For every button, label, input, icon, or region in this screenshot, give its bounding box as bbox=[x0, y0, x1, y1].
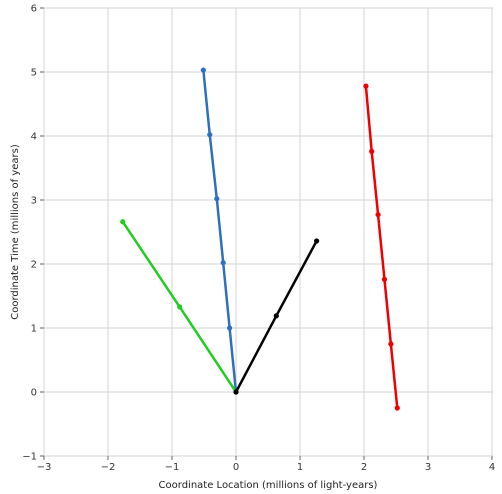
data-point bbox=[388, 341, 394, 347]
y-axis-title: Coordinate Time (millions of years) bbox=[10, 144, 21, 320]
data-point bbox=[375, 212, 381, 218]
y-tick-label: −1 bbox=[22, 452, 37, 463]
data-point bbox=[363, 83, 369, 89]
data-point bbox=[200, 67, 206, 73]
y-tick-label: 1 bbox=[31, 324, 37, 335]
data-point bbox=[273, 313, 279, 319]
data-point bbox=[214, 196, 220, 202]
x-tick-label: −3 bbox=[37, 462, 52, 473]
data-point bbox=[177, 304, 183, 310]
x-tick-label: −1 bbox=[165, 462, 180, 473]
y-tick-label: 3 bbox=[31, 196, 37, 207]
data-point bbox=[220, 260, 226, 266]
series-line bbox=[364, 85, 399, 409]
y-tick-label: 4 bbox=[31, 132, 37, 143]
y-tick-label: 2 bbox=[31, 260, 37, 271]
series-4 bbox=[363, 83, 400, 411]
data-point bbox=[381, 276, 388, 282]
x-tick-label: −2 bbox=[101, 462, 116, 473]
series-line bbox=[202, 69, 238, 393]
plot-area bbox=[43, 7, 493, 457]
x-axis-title: Coordinate Location (millions of light-y… bbox=[159, 480, 378, 491]
x-tick-label: 1 bbox=[297, 462, 303, 473]
data-point bbox=[369, 148, 375, 154]
x-tick-label: 4 bbox=[489, 462, 495, 473]
x-tick-label: 3 bbox=[425, 462, 431, 473]
data-point bbox=[394, 405, 400, 411]
grid bbox=[43, 7, 493, 457]
y-tick-label: 0 bbox=[31, 388, 37, 399]
x-tick-label: 0 bbox=[233, 462, 239, 473]
series-group bbox=[120, 67, 400, 411]
y-tick-label: 6 bbox=[31, 4, 37, 15]
data-point bbox=[233, 389, 239, 395]
series-3 bbox=[233, 238, 320, 395]
y-tick-label: 5 bbox=[31, 68, 37, 79]
data-point bbox=[314, 238, 320, 244]
axis-ticks: −3 −2 −1 0 1 2 3 4 −1 0 1 2 3 4 5 6 bbox=[22, 4, 495, 474]
x-tick-label: 2 bbox=[361, 462, 367, 473]
data-point bbox=[227, 325, 233, 331]
data-point bbox=[120, 219, 126, 225]
data-point bbox=[207, 132, 213, 138]
